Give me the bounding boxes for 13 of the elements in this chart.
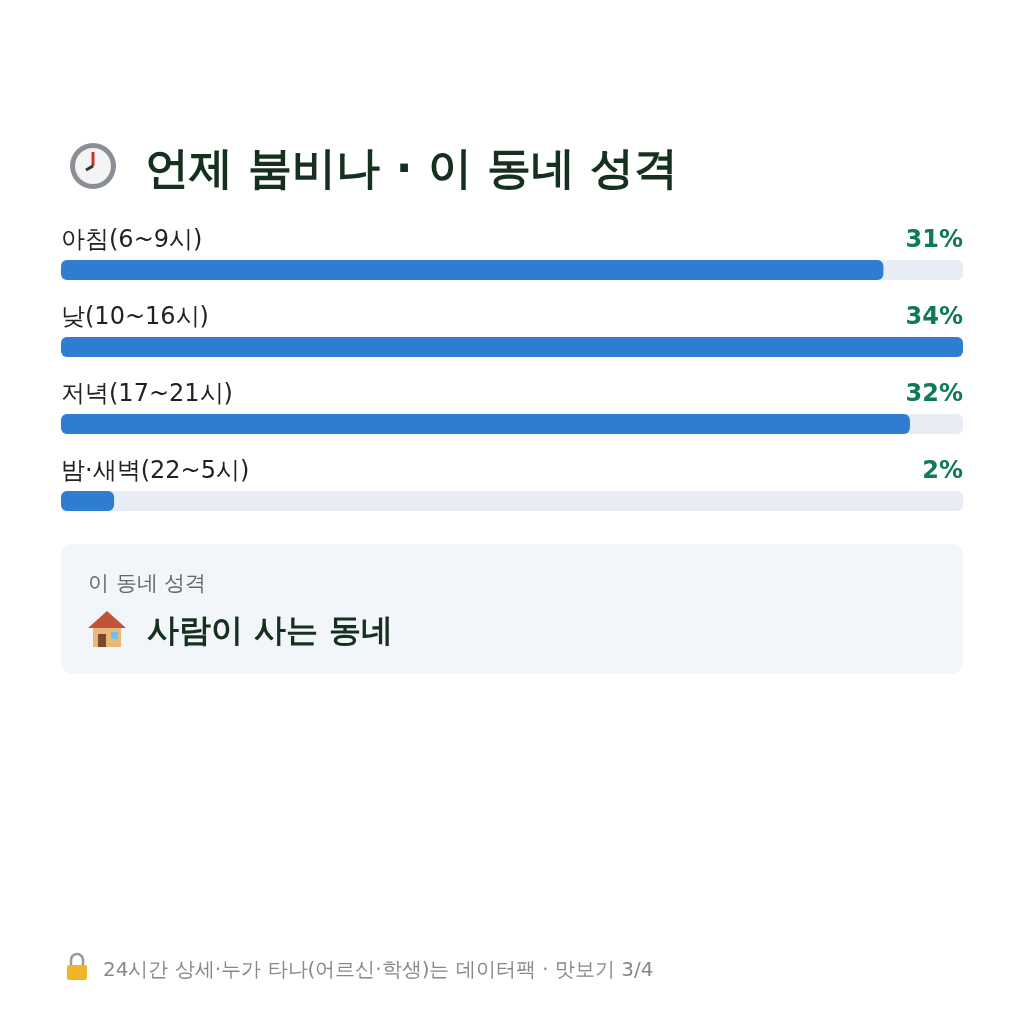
data-label: 34% bbox=[905, 302, 963, 330]
data-label: 31% bbox=[905, 225, 963, 253]
text: 이 동네 성격 bbox=[88, 571, 207, 595]
y-tick-label: 낮(10~16시) bbox=[61, 302, 209, 330]
y-tick-label: 아침(6~9시) bbox=[61, 225, 203, 253]
data-label: 32% bbox=[905, 379, 963, 407]
y-tick-label: 밤·새벽(22~5시) bbox=[61, 456, 250, 484]
chart-title: 언제 붐비나 · 이 동네 성격 bbox=[145, 142, 679, 193]
data-label: 2% bbox=[922, 456, 963, 484]
text: 24시간 상세·누가 타나(어르신·학생)는 데이터팩 · 맛보기 3/4 bbox=[103, 957, 654, 981]
bar bbox=[61, 491, 115, 511]
text: 사람이 사는 동네 bbox=[147, 611, 394, 649]
y-tick-label: 저녁(17~21시) bbox=[61, 379, 233, 407]
